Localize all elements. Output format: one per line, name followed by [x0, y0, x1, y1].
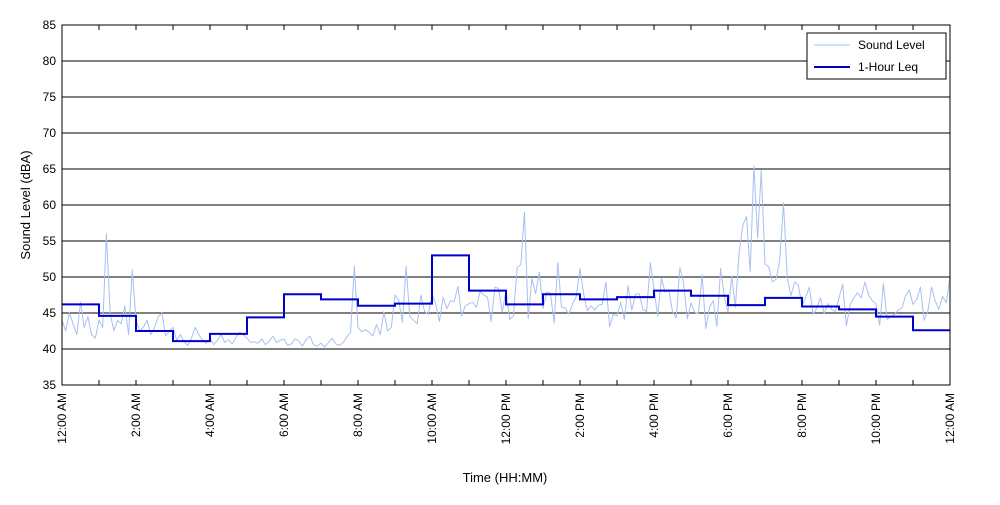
y-tick-label: 80 — [43, 54, 57, 68]
y-tick-label: 60 — [43, 198, 57, 212]
x-tick-label: 6:00 PM — [721, 393, 735, 438]
y-tick-label: 65 — [43, 162, 57, 176]
x-tick-label: 12:00 AM — [943, 393, 957, 444]
y-tick-label: 35 — [43, 378, 57, 392]
x-axis-ticks: 12:00 AM 2:00 AM 4:00 AM 6:00 AM 8:00 AM 10:0… — [55, 25, 957, 444]
x-tick-label: 4:00 AM — [203, 393, 217, 437]
x-tick-label: 10:00 PM — [869, 393, 883, 444]
y-tick-label: 45 — [43, 306, 57, 320]
y-tick-label: 75 — [43, 90, 57, 104]
y-tick-label: 70 — [43, 126, 57, 140]
x-tick-label: 8:00 AM — [351, 393, 365, 437]
y-axis-title: Sound Level (dBA) — [18, 150, 33, 259]
y-tick-label: 40 — [43, 342, 57, 356]
x-axis-title: Time (HH:MM) — [463, 470, 548, 485]
x-tick-label: 10:00 AM — [425, 393, 439, 444]
legend-box — [806, 32, 947, 80]
x-tick-label: 12:00 PM — [499, 393, 513, 444]
leq-step-line — [62, 254, 950, 343]
legend: Sound Level 1-Hour Leq — [806, 32, 947, 80]
x-tick-label: 8:00 PM — [795, 393, 809, 438]
y-tick-label: 85 — [43, 18, 57, 32]
legend-leq-label: 1-Hour Leq — [858, 60, 918, 74]
grid-lines — [62, 60, 950, 350]
x-tick-label: 4:00 PM — [647, 393, 661, 438]
leq-series — [62, 254, 950, 343]
x-tick-label: 2:00 AM — [129, 393, 143, 437]
y-tick-label: 50 — [43, 270, 57, 284]
y-tick-label: 55 — [43, 234, 57, 248]
y-axis-ticks: 35 40 45 50 55 60 65 70 75 80 85 — [43, 18, 950, 392]
x-tick-label: 2:00 PM — [573, 393, 587, 438]
legend-sound-level-label: Sound Level — [858, 38, 925, 52]
x-tick-label: 12:00 AM — [55, 393, 69, 444]
x-tick-label: 6:00 AM — [277, 393, 291, 437]
